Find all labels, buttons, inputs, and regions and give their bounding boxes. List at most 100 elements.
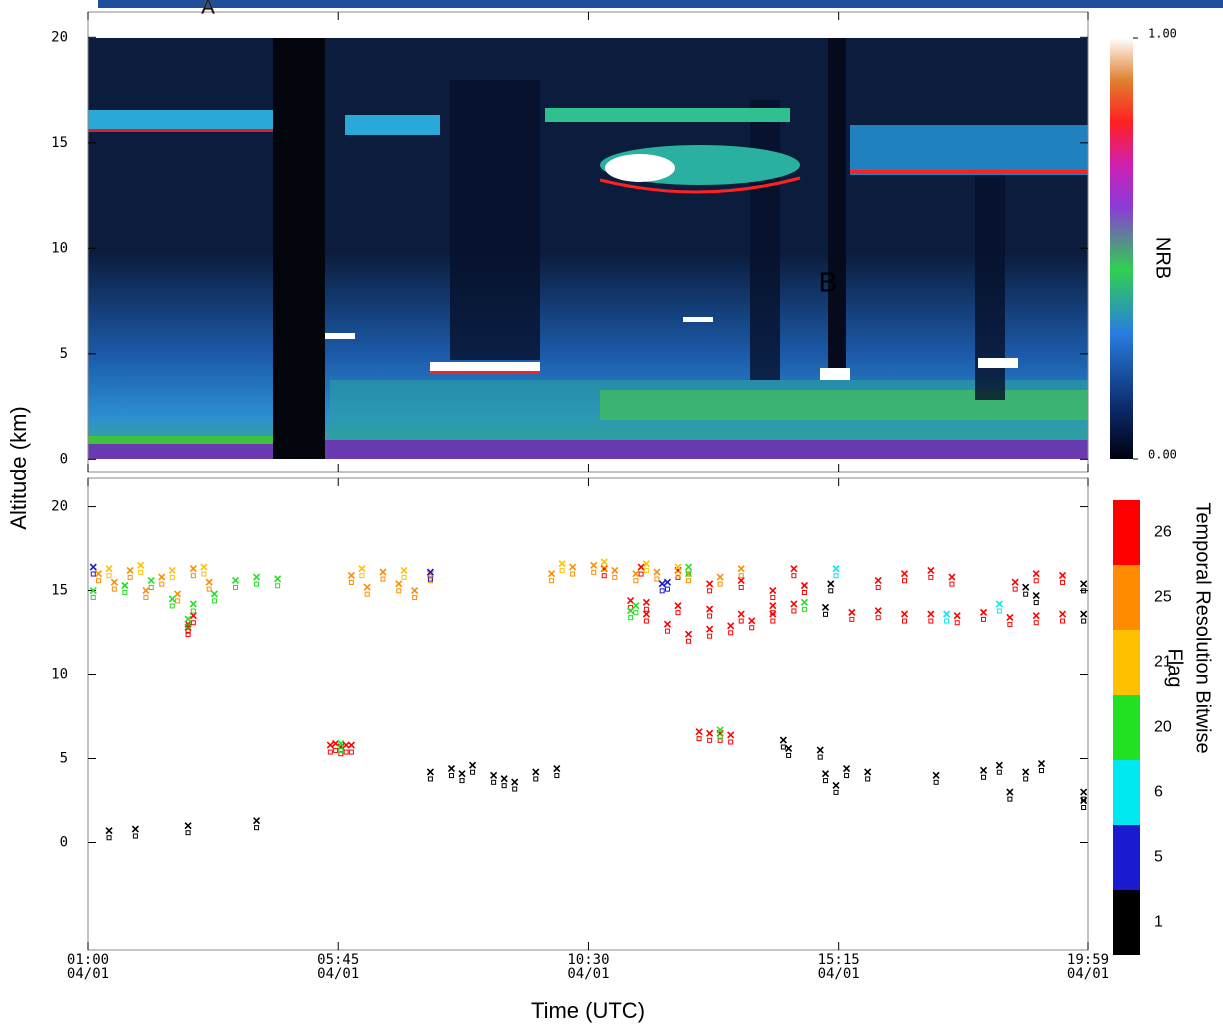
flag-point xyxy=(865,769,871,775)
colorbar-segment xyxy=(1113,890,1140,955)
flag-point xyxy=(696,729,702,735)
flag-point xyxy=(944,611,950,617)
flag-point xyxy=(364,584,370,590)
flag-point xyxy=(675,564,681,570)
flag-point xyxy=(344,750,348,754)
flag-point xyxy=(186,831,190,835)
annotation: B xyxy=(819,266,838,297)
flag-point xyxy=(412,588,418,594)
flag-point xyxy=(555,774,559,778)
flag-point xyxy=(534,777,538,781)
flag-point xyxy=(802,607,806,611)
flag-point xyxy=(255,582,259,586)
flag-point xyxy=(459,771,465,777)
bottom-frame xyxy=(88,478,1088,950)
flag-point xyxy=(554,766,560,772)
flag-point xyxy=(802,591,806,595)
flag-point xyxy=(1033,593,1039,599)
flag-point xyxy=(687,639,691,643)
flag-point xyxy=(1034,601,1038,605)
colorbar-label: 5 xyxy=(1154,849,1163,866)
flag-point xyxy=(111,579,117,585)
flag-point xyxy=(254,818,260,824)
flag-point xyxy=(834,574,838,578)
colorbar-label: 25 xyxy=(1154,589,1172,606)
flag-point xyxy=(665,629,669,633)
flag-point xyxy=(191,609,195,613)
flag-point xyxy=(665,587,669,591)
flag-point xyxy=(934,780,938,784)
flag-point xyxy=(866,777,870,781)
flag-point xyxy=(903,619,907,623)
flag-point xyxy=(175,591,181,597)
flag-point xyxy=(365,592,369,596)
flag-point xyxy=(492,780,496,784)
flag-point xyxy=(739,619,743,623)
flag-point xyxy=(571,572,575,576)
flag-point xyxy=(628,608,634,614)
flag-point xyxy=(1024,777,1028,781)
flag-point xyxy=(513,787,517,791)
flag-point xyxy=(664,621,670,627)
flag-point xyxy=(707,730,713,736)
flag-point xyxy=(664,579,670,585)
flag-point xyxy=(708,634,712,638)
flag-point xyxy=(1012,579,1018,585)
flag-point xyxy=(849,609,855,615)
colorbar-title: Temporal Resolution Bitwise xyxy=(1192,502,1214,753)
flag-point xyxy=(191,621,195,625)
flag-point xyxy=(834,790,838,794)
flag-point xyxy=(501,776,507,782)
y-axis-label: Altitude (km) xyxy=(6,406,31,529)
flag-point xyxy=(1081,789,1087,795)
flag-point xyxy=(96,571,102,577)
flag-point xyxy=(955,621,959,625)
flag-point xyxy=(348,742,354,748)
flag-point xyxy=(185,616,191,622)
x-tick-label: 04/01 xyxy=(567,966,609,982)
flag-point xyxy=(644,607,648,611)
flag-point xyxy=(170,575,174,579)
flag-point xyxy=(1081,611,1087,617)
flag-point xyxy=(255,826,259,830)
flag-point xyxy=(707,581,713,587)
y-tick-label: 20 xyxy=(51,499,68,515)
flag-point xyxy=(954,613,960,619)
flag-point xyxy=(850,617,854,621)
flag-point xyxy=(176,599,180,603)
flag-point xyxy=(190,566,196,572)
colorbar-label: 20 xyxy=(1154,719,1172,736)
flag-point xyxy=(1023,584,1029,590)
flag-point xyxy=(655,577,659,581)
flag-point xyxy=(613,575,617,579)
flag-point xyxy=(397,589,401,593)
flag-point xyxy=(612,567,618,573)
flag-point xyxy=(945,619,949,623)
flag-point xyxy=(160,582,164,586)
flag-point xyxy=(786,745,792,751)
flag-point xyxy=(169,567,175,573)
flag-point xyxy=(1081,581,1087,587)
flag-point xyxy=(845,774,849,778)
flag-point xyxy=(202,572,206,576)
x-tick-label: 04/01 xyxy=(1067,966,1109,982)
flag-point xyxy=(169,596,175,602)
flag-point xyxy=(1060,572,1066,578)
flag-point xyxy=(1082,806,1086,810)
flag-point xyxy=(1007,614,1013,620)
x-tick-label: 04/01 xyxy=(818,966,860,982)
y-tick-label: 10 xyxy=(51,667,68,683)
flag-point xyxy=(550,579,554,583)
flag-point xyxy=(360,574,364,578)
flag-point xyxy=(654,569,660,575)
flag-point xyxy=(1082,619,1086,623)
flag-point xyxy=(402,575,406,579)
flag-point xyxy=(359,566,365,572)
flag-point xyxy=(876,616,880,620)
flag-point xyxy=(787,753,791,757)
flag-point xyxy=(207,587,211,591)
flag-point xyxy=(844,766,850,772)
x-axis-label: Time (UTC) xyxy=(531,998,645,1023)
flag-point xyxy=(128,575,132,579)
flag-point xyxy=(191,574,195,578)
